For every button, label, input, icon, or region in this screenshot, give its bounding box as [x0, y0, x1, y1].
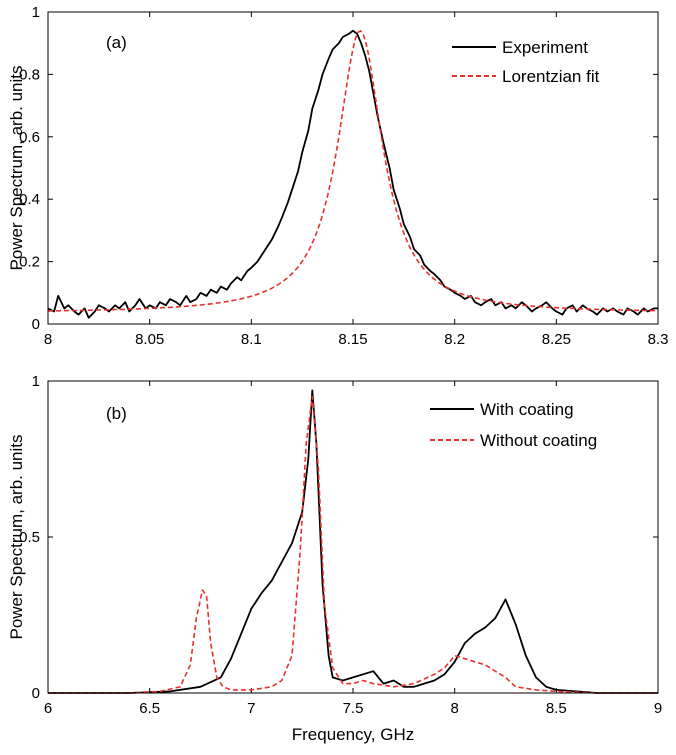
x-tick-label-b: 6.5: [139, 700, 160, 717]
x-tick-label-a: 8.05: [135, 331, 164, 348]
panel-a: 8 8.05 8.1 8.15 8.2 8.25 8.3 0 0.2 0.4 0.6 0.8 1 (a)…: [7, 4, 668, 348]
panel-b-label: (b): [106, 404, 127, 423]
legend-with-coating-label: With coating: [480, 400, 574, 419]
y-tick-label-a: 0.8: [19, 66, 40, 83]
y-tick-label-a: 0.6: [19, 129, 40, 146]
x-tick-label-b: 8: [450, 700, 458, 717]
legend-without-coating-label: Without coating: [480, 431, 597, 450]
x-axis-label: Frequency, GHz: [292, 725, 415, 744]
panel-a-frame: [47, 11, 659, 325]
y-tick-label-a: 0.4: [19, 191, 40, 208]
x-tick-label-b: 6: [44, 700, 52, 717]
y-tick-label-b: 0.5: [19, 529, 40, 546]
y-tick-label-b: 1: [32, 373, 40, 390]
x-tick-label-a: 8: [44, 331, 52, 348]
y-tick-label-a: 1: [32, 4, 40, 21]
panel-b-frame: [47, 380, 659, 694]
x-tick-label-b: 9: [654, 700, 662, 717]
x-tick-label-b: 8.5: [546, 700, 567, 717]
x-tick-label-a: 8.15: [338, 331, 367, 348]
y-tick-label-a: 0: [32, 316, 40, 333]
panel-b: 6 6.5 7 7.5 8 8.5 9 0 0.5 1 (b) Power Spectrum, a…: [7, 373, 662, 744]
x-tick-label-a: 8.2: [444, 331, 465, 348]
panel-a-legend: Experiment Lorentzian fit: [452, 38, 600, 86]
panel-a-ylabel: Power Spectrum, arb. units: [7, 65, 26, 270]
panel-b-legend: With coating Without coating: [430, 400, 597, 450]
series-line-b-without-coating: [48, 395, 658, 694]
series-line-a-lorentzian-fit: [48, 30, 658, 312]
x-tick-label-a: 8.1: [241, 331, 262, 348]
legend-lorentzian-label: Lorentzian fit: [502, 67, 600, 86]
panel-a-label: (a): [106, 33, 127, 52]
x-tick-label-b: 7.5: [343, 700, 364, 717]
y-tick-label-b: 0: [32, 685, 40, 702]
x-tick-label-a: 8.3: [648, 331, 669, 348]
series-line-a-experiment: [47, 29, 658, 319]
legend-experiment-label: Experiment: [502, 38, 588, 57]
panel-b-ylabel: Power Spectrum, arb. units: [7, 434, 26, 639]
series-line-b-with-coating: [48, 389, 658, 694]
x-tick-label-b: 7: [247, 700, 255, 717]
y-tick-label-a: 0.2: [19, 254, 40, 271]
x-tick-label-a: 8.25: [542, 331, 571, 348]
